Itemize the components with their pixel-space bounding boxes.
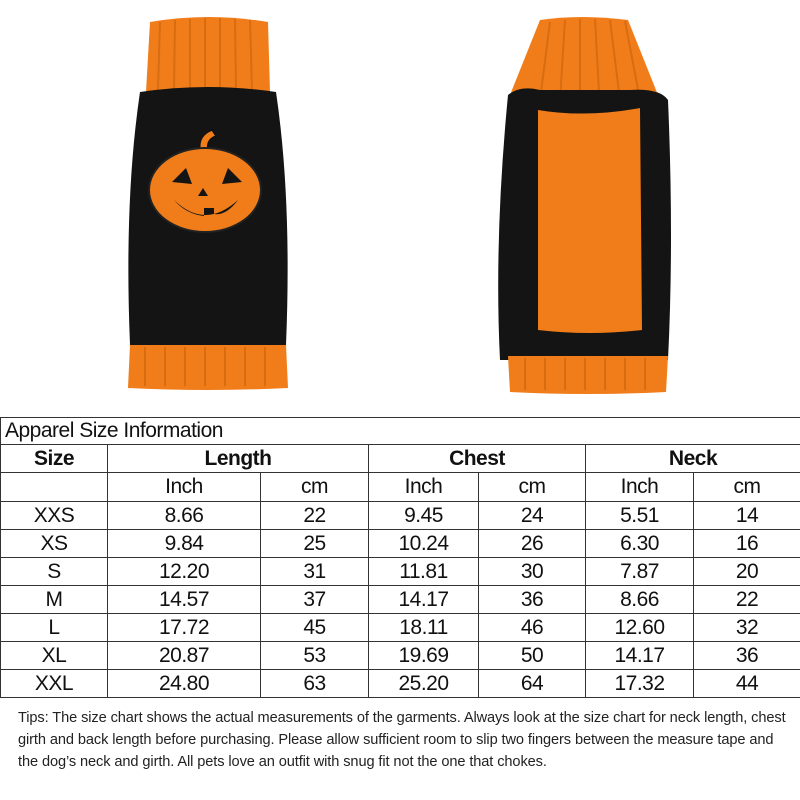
value-cell: 8.66 — [107, 501, 261, 530]
size-cell: S — [0, 557, 108, 586]
size-table: Apparel Size Information Size Length Che… — [0, 417, 800, 698]
subheader-cell: cm — [260, 472, 369, 502]
value-cell: 14 — [692, 501, 800, 530]
value-cell: 32 — [692, 613, 800, 642]
value-cell: 20 — [692, 557, 800, 586]
value-cell: 6.30 — [585, 529, 694, 558]
size-cell: XL — [0, 641, 108, 670]
value-cell: 14.17 — [368, 585, 479, 614]
value-cell: 12.60 — [585, 613, 694, 642]
value-cell: 36 — [692, 641, 800, 670]
table-row: XS 9.84 25 10.24 26 6.30 16 — [0, 529, 800, 558]
table-header-row: Size Length Chest Neck — [0, 444, 800, 473]
value-cell: 14.17 — [585, 641, 694, 670]
header-neck: Neck — [584, 444, 800, 473]
subheader-empty — [0, 472, 108, 502]
table-row: XXS 8.66 22 9.45 24 5.51 14 — [0, 501, 800, 530]
value-cell: 18.11 — [368, 613, 479, 642]
value-cell: 5.51 — [585, 501, 694, 530]
value-cell: 37 — [260, 585, 369, 614]
value-cell: 63 — [260, 669, 369, 698]
size-cell: L — [0, 613, 108, 642]
value-cell: 45 — [260, 613, 369, 642]
value-cell: 14.57 — [107, 585, 261, 614]
size-cell: XXL — [0, 669, 108, 698]
value-cell: 30 — [478, 557, 586, 586]
value-cell: 36 — [478, 585, 586, 614]
value-cell: 50 — [478, 641, 586, 670]
table-title-row: Apparel Size Information — [0, 417, 800, 445]
value-cell: 17.32 — [585, 669, 694, 698]
table-row: XXL 24.80 63 25.20 64 17.32 44 — [0, 669, 800, 698]
subheader-cell: cm — [692, 472, 800, 502]
value-cell: 10.24 — [368, 529, 479, 558]
header-length: Length — [107, 444, 369, 473]
table-row: S 12.20 31 11.81 30 7.87 20 — [0, 557, 800, 586]
subheader-cell: Inch — [107, 472, 261, 502]
tips-text: Tips: The size chart shows the actual me… — [18, 710, 786, 770]
value-cell: 22 — [260, 501, 369, 530]
value-cell: 9.45 — [368, 501, 479, 530]
value-cell: 20.87 — [107, 641, 261, 670]
value-cell: 17.72 — [107, 613, 261, 642]
value-cell: 64 — [478, 669, 586, 698]
value-cell: 46 — [478, 613, 586, 642]
back-sweater-image — [498, 17, 671, 394]
table-subheader-row: Inch cm Inch cm Inch cm — [0, 472, 800, 502]
value-cell: 8.66 — [585, 585, 694, 614]
size-cell: XS — [0, 529, 108, 558]
value-cell: 24.80 — [107, 669, 261, 698]
table-row: L 17.72 45 18.11 46 12.60 32 — [0, 613, 800, 642]
value-cell: 22 — [692, 585, 800, 614]
header-size: Size — [0, 444, 108, 473]
value-cell: 11.81 — [368, 557, 479, 586]
subheader-cell: cm — [478, 472, 586, 502]
value-cell: 25.20 — [368, 669, 479, 698]
header-chest: Chest — [368, 444, 586, 473]
subheader-cell: Inch — [368, 472, 479, 502]
pumpkin-icon — [148, 129, 262, 233]
table-row: XL 20.87 53 19.69 50 14.17 36 — [0, 641, 800, 670]
value-cell: 44 — [692, 669, 800, 698]
table-row: M 14.57 37 14.17 36 8.66 22 — [0, 585, 800, 614]
table-title: Apparel Size Information — [0, 417, 800, 445]
size-cell: XXS — [0, 501, 108, 530]
value-cell: 7.87 — [585, 557, 694, 586]
front-sweater-image — [128, 17, 288, 390]
value-cell: 31 — [260, 557, 369, 586]
size-cell: M — [0, 585, 108, 614]
subheader-cell: Inch — [585, 472, 694, 502]
value-cell: 19.69 — [368, 641, 479, 670]
product-photos — [128, 17, 671, 394]
value-cell: 9.84 — [107, 529, 261, 558]
value-cell: 25 — [260, 529, 369, 558]
value-cell: 12.20 — [107, 557, 261, 586]
value-cell: 16 — [692, 529, 800, 558]
value-cell: 53 — [260, 641, 369, 670]
value-cell: 24 — [478, 501, 586, 530]
value-cell: 26 — [478, 529, 586, 558]
